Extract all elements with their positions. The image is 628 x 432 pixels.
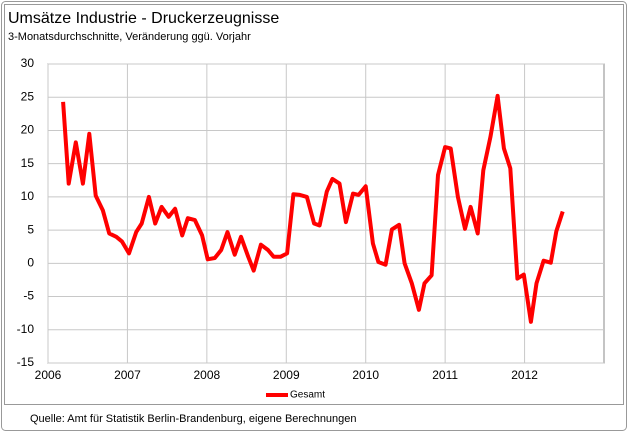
data-line (61, 93, 565, 324)
y-tick-label: 5 (27, 222, 34, 236)
y-tick-label: 20 (21, 123, 35, 137)
chart-title: Umsätze Industrie - Druckerzeugnisse (8, 10, 279, 27)
y-tick-label: 0 (27, 256, 34, 270)
chart-subtitle: 3-Monatsdurchschnitte, Veränderung ggü. … (8, 31, 251, 43)
x-tick-label: 2008 (194, 368, 221, 382)
y-tick-label: -5 (23, 289, 34, 303)
x-tick-label: 2006 (35, 368, 62, 382)
x-tick-label: 2012 (511, 368, 538, 382)
y-tick-label: -15 (17, 355, 35, 369)
plot-area (47, 63, 605, 364)
x-tick-label: 2011 (432, 368, 458, 382)
x-tick-label: 2007 (114, 368, 141, 382)
y-tick-label: 10 (21, 189, 35, 203)
x-tick-label: 2009 (273, 368, 300, 382)
chart-frame (4, 4, 624, 405)
x-tick-label: 2010 (352, 368, 379, 382)
y-tick-label: 30 (21, 56, 35, 70)
y-tick-label: -10 (17, 322, 35, 336)
y-tick-label: 15 (21, 156, 35, 170)
legend-label: Gesamt (290, 390, 325, 401)
y-tick-label: 25 (21, 89, 35, 103)
source: Quelle: Amt für Statistik Berlin-Branden… (30, 413, 357, 425)
